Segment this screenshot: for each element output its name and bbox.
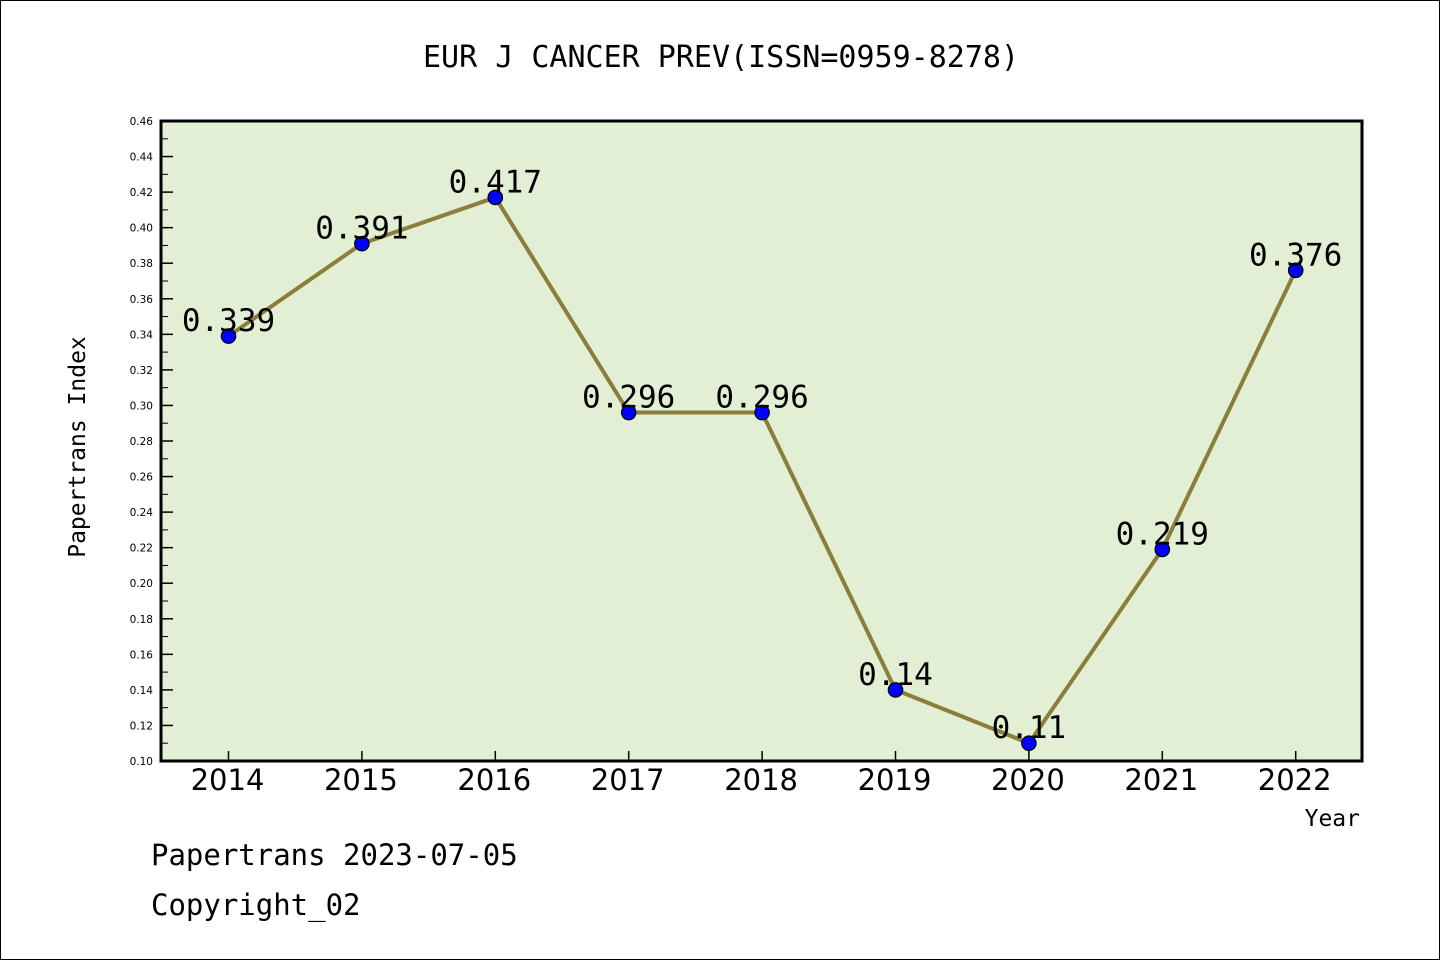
data-point-2014: [220, 328, 237, 344]
y-axis: 0.10 0.12 0.14 0.16 0.18 0.20 0.22 0.24 0.26 0.28…: [130, 116, 173, 768]
footer-credit: Papertrans 2023-07-05: [151, 838, 518, 872]
data-label-2020: 0.11: [992, 710, 1067, 746]
y-tick-label: 0.16: [130, 649, 154, 661]
data-point-2020: [1021, 735, 1037, 752]
y-tick-label: 0.30: [130, 400, 153, 412]
plot-area: [159, 119, 1364, 763]
y-tick-label: 0.24: [130, 507, 154, 519]
y-tick-label: 0.32: [130, 365, 153, 377]
data-point-2016: [487, 189, 504, 206]
x-tick-label: 2016: [457, 763, 531, 797]
data-point-2015: [354, 235, 370, 252]
data-label-2017: 0.296: [582, 380, 675, 416]
y-tick-label: 0.36: [130, 294, 154, 306]
y-tick-label: 0.38: [130, 258, 153, 270]
x-tick-label: 2015: [324, 763, 398, 797]
y-tick-label: 0.12: [130, 720, 153, 732]
x-tick-label: 2014: [191, 763, 265, 797]
data-point-2018: [754, 404, 770, 421]
x-tick-label: 2019: [858, 763, 932, 797]
data-point-2017: [620, 404, 637, 421]
y-tick-label: 0.14: [130, 685, 154, 697]
y-tick-label: 0.44: [130, 152, 154, 164]
y-tick-label: 0.46: [130, 116, 154, 128]
data-label-2016: 0.417: [449, 164, 542, 200]
data-point-2019: [887, 682, 904, 698]
data-label-2018: 0.296: [715, 380, 808, 416]
data-label-2019: 0.14: [858, 657, 933, 693]
y-axis-label: Papertrans Index: [65, 336, 91, 558]
x-tick-label: 2022: [1258, 763, 1332, 797]
data-point-2021: [1154, 541, 1171, 558]
y-tick-label: 0.10: [130, 756, 153, 768]
y-tick-label: 0.42: [130, 187, 153, 199]
y-tick-label: 0.40: [130, 223, 153, 235]
data-label-2022: 0.376: [1249, 237, 1342, 273]
x-tick-label: 2018: [724, 763, 798, 797]
data-label-2015: 0.391: [315, 211, 408, 247]
data-label-2021: 0.219: [1116, 516, 1209, 552]
x-tick-label: 2021: [1124, 763, 1198, 797]
y-tick-label: 0.34: [130, 329, 154, 341]
x-axis-label: Year: [1305, 806, 1360, 832]
x-tick-label: 2017: [591, 763, 665, 797]
footer-copyright: Copyright_02: [151, 888, 361, 923]
x-axis: 2014 2015 2016 2017 2018 2019 2020 2021 2022: [191, 751, 1332, 797]
data-point-2022: [1287, 262, 1304, 279]
y-tick-label: 0.28: [130, 436, 153, 448]
chart-title: EUR J CANCER PREV(ISSN=0959-8278): [423, 40, 1019, 75]
x-tick-label: 2020: [991, 763, 1065, 797]
data-points: [220, 189, 1304, 752]
data-labels: 0.339 0.391 0.417 0.296 0.296 0.14 0.11 0.219 0.…: [182, 164, 1343, 746]
y-tick-label: 0.22: [130, 543, 153, 555]
y-tick-label: 0.20: [130, 578, 153, 590]
y-tick-label: 0.26: [130, 472, 154, 484]
y-tick-label: 0.18: [130, 614, 153, 626]
data-label-2014: 0.339: [182, 303, 275, 339]
